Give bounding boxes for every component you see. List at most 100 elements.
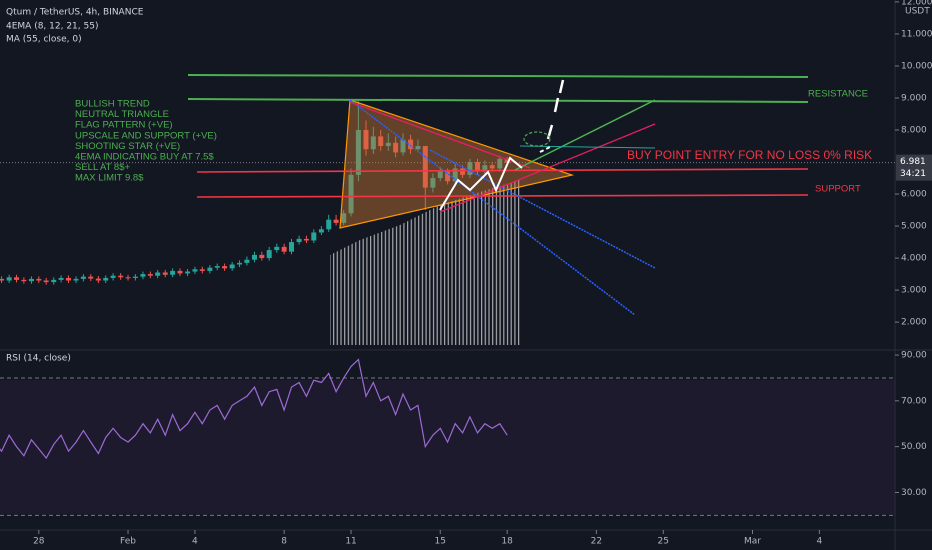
note-line: FLAG PATTERN (+VE) xyxy=(75,120,173,131)
note-line: SHOOTING STAR (+VE) xyxy=(75,141,180,152)
x-tick-label: 15 xyxy=(435,537,446,547)
countdown-label: 34:21 xyxy=(900,169,926,179)
price-unit: USDT xyxy=(905,7,930,17)
candle-body xyxy=(326,219,332,230)
candle-body xyxy=(222,266,228,269)
projection xyxy=(558,79,565,94)
candle-body xyxy=(14,277,20,280)
rsi-band-fill xyxy=(0,380,895,514)
x-tick-label: Feb xyxy=(120,537,136,547)
candle-body xyxy=(467,162,473,175)
candle-body xyxy=(110,275,116,278)
x-tick-label: 28 xyxy=(33,537,45,547)
rsi-tick-label: 90.00 xyxy=(901,351,927,361)
candle-body xyxy=(125,277,131,279)
note-line: UPSCALE AND SUPPORT (+VE) xyxy=(75,130,217,141)
candle-body xyxy=(170,270,176,275)
candle-body xyxy=(296,238,302,243)
candle-body xyxy=(318,229,324,233)
buy-label: BUY POINT ENTRY FOR NO LOSS 0% RISK xyxy=(627,148,872,162)
candle-body xyxy=(251,254,257,260)
last-price-box xyxy=(896,154,932,181)
zigzag xyxy=(439,156,523,211)
candle-body xyxy=(65,277,71,281)
candle-body xyxy=(400,139,406,153)
candle-body xyxy=(363,130,369,150)
candle-body xyxy=(474,162,480,172)
candle-body xyxy=(393,142,399,153)
y-tick-label: 3.000 xyxy=(901,286,927,296)
y-tick-label: 12.000 xyxy=(901,0,932,7)
resistance-label: RESISTANCE xyxy=(808,89,868,100)
candle-body xyxy=(73,278,79,281)
candle-body xyxy=(28,278,34,282)
channel-line xyxy=(429,149,656,269)
candle-body xyxy=(88,276,94,279)
candle-body xyxy=(36,278,42,281)
last-price-label: 6.981 xyxy=(900,157,926,167)
highlight xyxy=(523,131,551,147)
candle-body xyxy=(281,246,287,252)
candle-body xyxy=(460,168,466,175)
symbol-title: Qtum / TetherUS, 4h, BINANCE xyxy=(6,8,144,18)
y-tick-label: 9.000 xyxy=(901,93,927,103)
resistance-line xyxy=(187,98,809,103)
rsi-line xyxy=(0,358,508,460)
candle-body xyxy=(103,277,109,281)
candle-body xyxy=(370,136,376,150)
x-tick-label: Mar xyxy=(744,537,761,547)
candle-body xyxy=(43,280,49,283)
y-tick-label: 5.000 xyxy=(901,222,927,232)
y-tick-label: 11.000 xyxy=(901,29,932,39)
candle-body xyxy=(155,272,161,276)
candle-body xyxy=(162,272,168,275)
candle-body xyxy=(214,266,220,268)
y-tick-label: 6.000 xyxy=(901,190,927,200)
candle-body xyxy=(341,213,347,223)
x-tick-label: 25 xyxy=(658,537,669,547)
candle-body xyxy=(118,275,124,278)
y-tick-label: 10.000 xyxy=(901,61,932,71)
candle-body xyxy=(303,238,309,241)
candle-body xyxy=(497,158,503,169)
candle-body xyxy=(199,269,205,271)
candle-body xyxy=(437,171,443,179)
candle-body xyxy=(21,279,27,282)
candle-body xyxy=(237,262,243,265)
candle-body xyxy=(348,174,354,214)
rsi-tick-label: 70.00 xyxy=(901,396,927,406)
indicator-histogram xyxy=(330,180,520,345)
x-tick-label: 18 xyxy=(501,537,513,547)
candle-body xyxy=(452,168,458,182)
candle-body xyxy=(207,267,213,271)
note-line: SELL AT 8$+ xyxy=(75,162,130,173)
candle-body xyxy=(140,274,146,277)
y-tick-label: 4.000 xyxy=(901,254,927,264)
x-tick-label: 8 xyxy=(281,537,287,547)
candle-body xyxy=(95,278,101,281)
drawings xyxy=(187,74,809,316)
breakout-line xyxy=(514,99,656,171)
candle-body xyxy=(504,158,510,163)
rsi-tick-label: 50.00 xyxy=(901,442,927,452)
note-line: BULLISH TREND xyxy=(75,99,150,110)
note-line: NEUTRAL TRIANGLE xyxy=(75,109,169,120)
y-tick-label: 8.000 xyxy=(901,126,927,136)
note-line: 4EMA INDICATING BUY AT 7.5$ xyxy=(75,152,214,163)
x-tick-label: 4 xyxy=(192,537,198,547)
wedge-line xyxy=(439,123,656,213)
candle-body xyxy=(333,219,339,223)
x-tick-label: 22 xyxy=(591,537,602,547)
projection xyxy=(553,97,560,113)
x-tick-label: 11 xyxy=(345,537,356,547)
candle-body xyxy=(489,165,495,169)
candle-body xyxy=(266,250,272,259)
candle-body xyxy=(147,274,153,276)
support-label: SUPPORT xyxy=(815,184,861,195)
candle-body xyxy=(177,270,183,274)
candle-body xyxy=(482,165,488,172)
candle-body xyxy=(445,171,451,182)
candle-body xyxy=(274,246,280,251)
wedge-line xyxy=(349,101,531,169)
target-line xyxy=(519,145,656,149)
